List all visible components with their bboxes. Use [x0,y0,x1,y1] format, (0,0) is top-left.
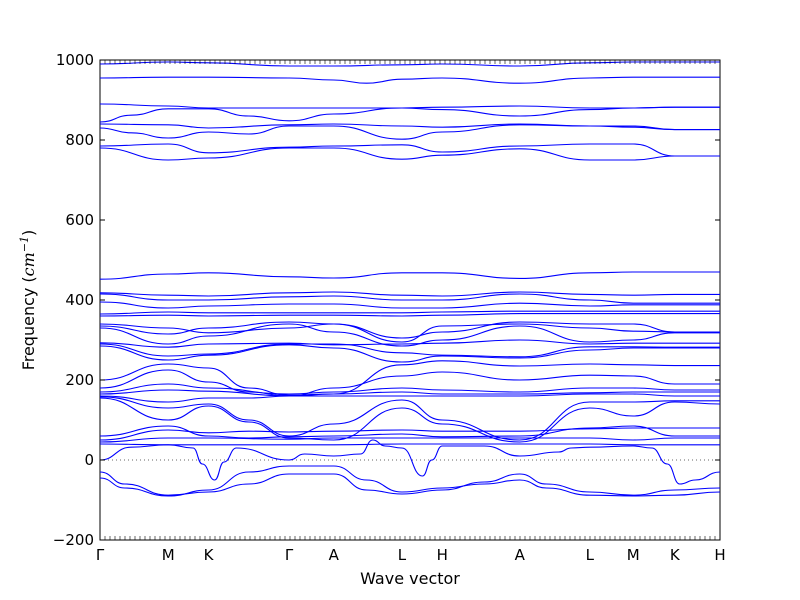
band-6 [99,124,720,140]
band-18 [99,339,720,348]
x-tick-label: H [437,546,448,564]
x-axis-label: Wave vector [360,569,460,588]
x-tick-label: Γ [285,546,294,564]
band-34 [99,465,721,497]
y-axis-label-text: Frequency [19,288,38,371]
y-tick-label: 600 [65,211,94,229]
band-22 [99,369,720,397]
x-tick-label: A [515,546,526,564]
band-27 [99,397,721,443]
x-tick-label: H [714,546,725,564]
band-7 [99,143,720,157]
y-tick-label: 0 [84,451,94,469]
band-32 [99,439,721,485]
x-tick-label: A [329,546,340,564]
y-axis-label-close-paren: ) [19,230,38,236]
band-24 [99,389,720,397]
y-tick-label: 200 [65,371,94,389]
y-tick-label: −200 [53,531,94,549]
band-28 [99,425,720,439]
y-tick-label: 800 [65,131,94,149]
band-1 [99,61,720,67]
band-29 [99,427,720,441]
x-tick-label: M [162,546,175,564]
band-2 [99,76,721,84]
x-tick-label: L [586,546,595,564]
band-25 [99,393,720,403]
x-tick-label: M [627,546,640,564]
band-15 [99,321,720,339]
y-axis-label: Frequency (cm−1) [18,230,39,371]
x-tick-label: K [670,546,681,564]
y-axis: −200 0 200 400 600 800 1000 [53,51,720,549]
band-33 [99,471,721,496]
band-16 [99,321,720,343]
x-tick-label: Γ [96,546,105,564]
band-30 [99,437,720,443]
band-10 [99,291,720,297]
dispersion-bands [99,61,721,497]
plot-area [99,59,721,541]
x-tick-label: L [398,546,407,564]
band-20 [99,344,720,363]
band-14 [99,313,720,317]
band-21 [99,360,720,396]
x-tick-label: K [204,546,215,564]
band-4 [99,106,720,123]
y-axis-label-unit: cm [19,252,38,276]
band-9 [99,271,720,280]
band-26 [99,396,720,441]
band-12 [99,301,720,309]
band-13 [99,310,720,315]
band-23 [99,383,720,395]
band-19 [99,343,720,358]
y-tick-label: 1000 [56,51,94,69]
band-31 [99,443,720,446]
band-11 [99,293,720,304]
y-axis-label-unit-exp: −1 [18,236,31,252]
band-8 [99,147,720,161]
y-tick-label: 400 [65,291,94,309]
band-5 [99,123,720,131]
band-3 [99,103,720,109]
y-axis-label-open-paren: ( [19,276,38,282]
